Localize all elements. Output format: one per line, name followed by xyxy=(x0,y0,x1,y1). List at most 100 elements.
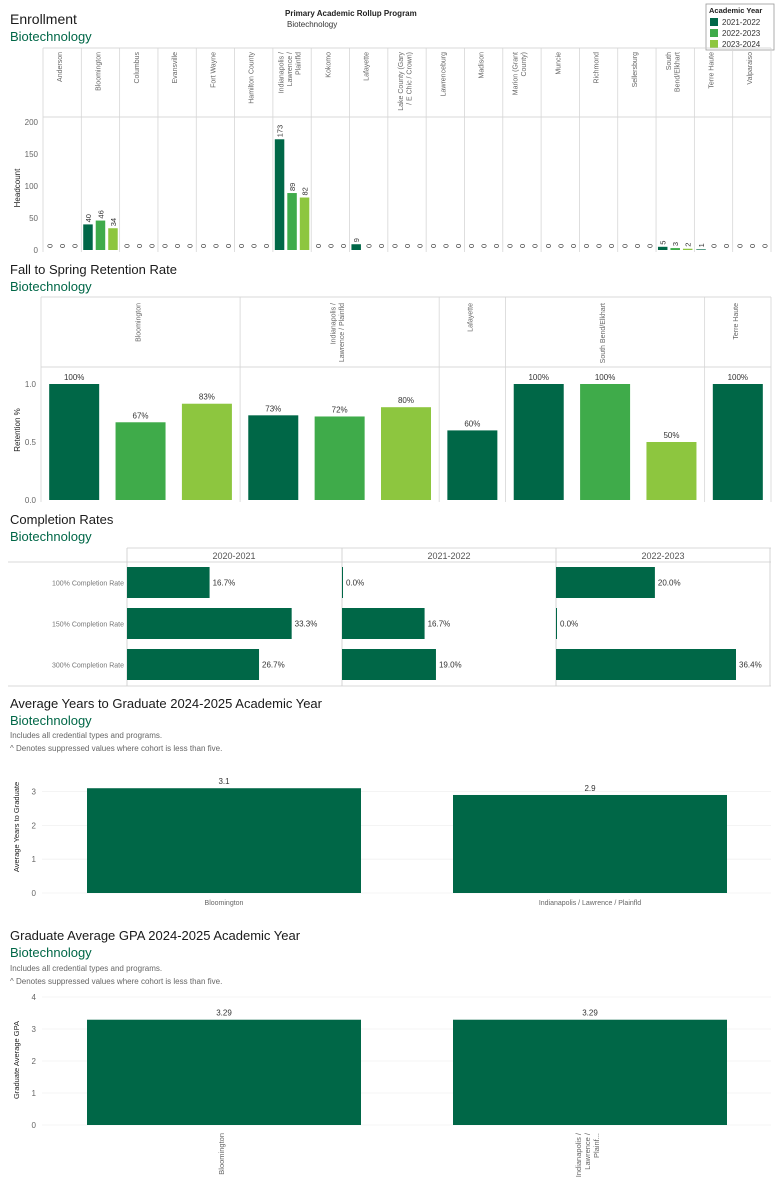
data-label: 82 xyxy=(301,187,310,195)
category-label: Sellersburg xyxy=(632,52,639,88)
legend-label[interactable]: 2021-2022 xyxy=(722,18,761,27)
data-label: 0 xyxy=(530,244,539,248)
data-label: 3.1 xyxy=(218,777,230,786)
data-label: 0 xyxy=(58,244,67,248)
retention-title: Fall to Spring Retention Rate xyxy=(10,262,177,277)
data-label: 0 xyxy=(505,244,514,248)
data-label: 0 xyxy=(326,244,335,248)
gpa-note: ^ Denotes suppressed values where cohort… xyxy=(10,977,222,986)
group-label: Terre Haute xyxy=(733,303,740,340)
category-label: Lawrenceburg xyxy=(440,52,447,96)
bar xyxy=(342,608,425,639)
gpa-chart: 4 3 2 1 0 Graduate Average GPA 3.29 Bloomington… xyxy=(12,993,771,1177)
data-label: 0 xyxy=(467,244,476,248)
data-label: 100% xyxy=(64,373,84,382)
data-label: 0 xyxy=(391,244,400,248)
y-axis-label: Average Years to Graduate xyxy=(12,782,21,872)
data-label: 89 xyxy=(288,183,297,191)
data-label: 0 xyxy=(454,244,463,248)
y-tick-label: 0 xyxy=(32,1121,37,1130)
ytg-title: Average Years to Graduate 2024-2025 Acad… xyxy=(10,696,323,711)
data-label: 0 xyxy=(173,244,182,248)
y-tick-label: 50 xyxy=(29,214,38,223)
data-label: 0 xyxy=(633,244,642,248)
category-label: Lake County (Gary xyxy=(398,52,405,111)
gpa-title: Graduate Average GPA 2024-2025 Academic … xyxy=(10,928,301,943)
y-tick-label: 3 xyxy=(32,788,37,797)
completion-chart: 2020-2021 2021-2022 2022-2023 100% Completi… xyxy=(8,547,771,687)
data-label: 0 xyxy=(480,244,489,248)
legend-swatch xyxy=(710,29,718,37)
data-label: 60% xyxy=(464,419,480,428)
category-label: South xyxy=(666,52,673,70)
data-label: 0 xyxy=(237,244,246,248)
ytg-note: Includes all credential types and progra… xyxy=(10,731,162,740)
data-label: 0 xyxy=(122,244,131,248)
data-label: 100% xyxy=(528,373,548,382)
filter-value[interactable]: Biotechnology xyxy=(287,20,337,29)
data-label: 0 xyxy=(250,244,259,248)
category-label: Anderson xyxy=(57,52,64,82)
y-tick-label: 4 xyxy=(32,993,37,1002)
y-axis-label: Graduate Average GPA xyxy=(12,1021,21,1099)
bar xyxy=(556,649,736,680)
data-label: 100% xyxy=(595,373,615,382)
data-label: 0 xyxy=(365,244,374,248)
gpa-note: Includes all credential types and progra… xyxy=(10,964,162,973)
group-label: Indianapolis / xyxy=(330,303,337,344)
data-label: 33.3% xyxy=(295,620,318,629)
data-label: 20.0% xyxy=(658,579,681,588)
category-label: Plainfld xyxy=(296,52,303,75)
bar xyxy=(314,416,365,500)
bar xyxy=(83,224,93,250)
legend-swatch xyxy=(710,40,718,48)
data-label: 0 xyxy=(147,244,156,248)
data-label: 0 xyxy=(429,244,438,248)
data-label: 0 xyxy=(735,244,744,248)
data-label: 16.7% xyxy=(213,579,236,588)
bar xyxy=(556,567,655,598)
data-label: 0 xyxy=(607,244,616,248)
data-label: 72% xyxy=(332,405,348,414)
data-label: 3.29 xyxy=(582,1009,598,1018)
data-label: 0 xyxy=(224,244,233,248)
data-label: 0 xyxy=(416,244,425,248)
bar xyxy=(274,139,285,250)
group-label: Bloomington xyxy=(136,303,143,342)
data-label: 0 xyxy=(262,244,271,248)
bar xyxy=(127,567,210,598)
data-label: 0 xyxy=(199,244,208,248)
data-label: 9 xyxy=(352,238,361,242)
data-label: 19.0% xyxy=(439,661,462,670)
group-label: South Bend/Elkhart xyxy=(600,303,607,363)
ytg-subtitle: Biotechnology xyxy=(10,713,92,728)
gpa-subtitle: Biotechnology xyxy=(10,945,92,960)
data-label: 0 xyxy=(710,244,719,248)
data-label: 0 xyxy=(377,244,386,248)
bar xyxy=(580,384,631,500)
completion-title: Completion Rates xyxy=(10,512,114,527)
bar xyxy=(712,384,763,500)
category-label: Indianapolis / xyxy=(574,1132,583,1177)
category-label: Hamilton County xyxy=(249,52,256,104)
bar xyxy=(127,649,260,680)
data-label: 67% xyxy=(133,411,149,420)
data-label: 26.7% xyxy=(262,661,285,670)
legend-swatch xyxy=(710,18,718,26)
data-label: 0 xyxy=(46,244,55,248)
bar xyxy=(447,430,498,500)
bar xyxy=(95,220,106,250)
legend-label[interactable]: 2022-2023 xyxy=(722,29,761,38)
filter-label: Primary Academic Rollup Program xyxy=(285,9,417,18)
bar xyxy=(299,197,310,250)
row-label: 150% Completion Rate xyxy=(52,622,124,629)
bar xyxy=(87,788,361,893)
ytg-note: ^ Denotes suppressed values where cohort… xyxy=(10,744,222,753)
legend-label[interactable]: 2023-2024 xyxy=(722,40,761,49)
y-tick-label: 1.0 xyxy=(25,380,37,389)
bar xyxy=(556,608,557,639)
y-tick-label: 3 xyxy=(32,1025,37,1034)
data-label: 40 xyxy=(84,214,93,222)
bar xyxy=(342,567,343,598)
